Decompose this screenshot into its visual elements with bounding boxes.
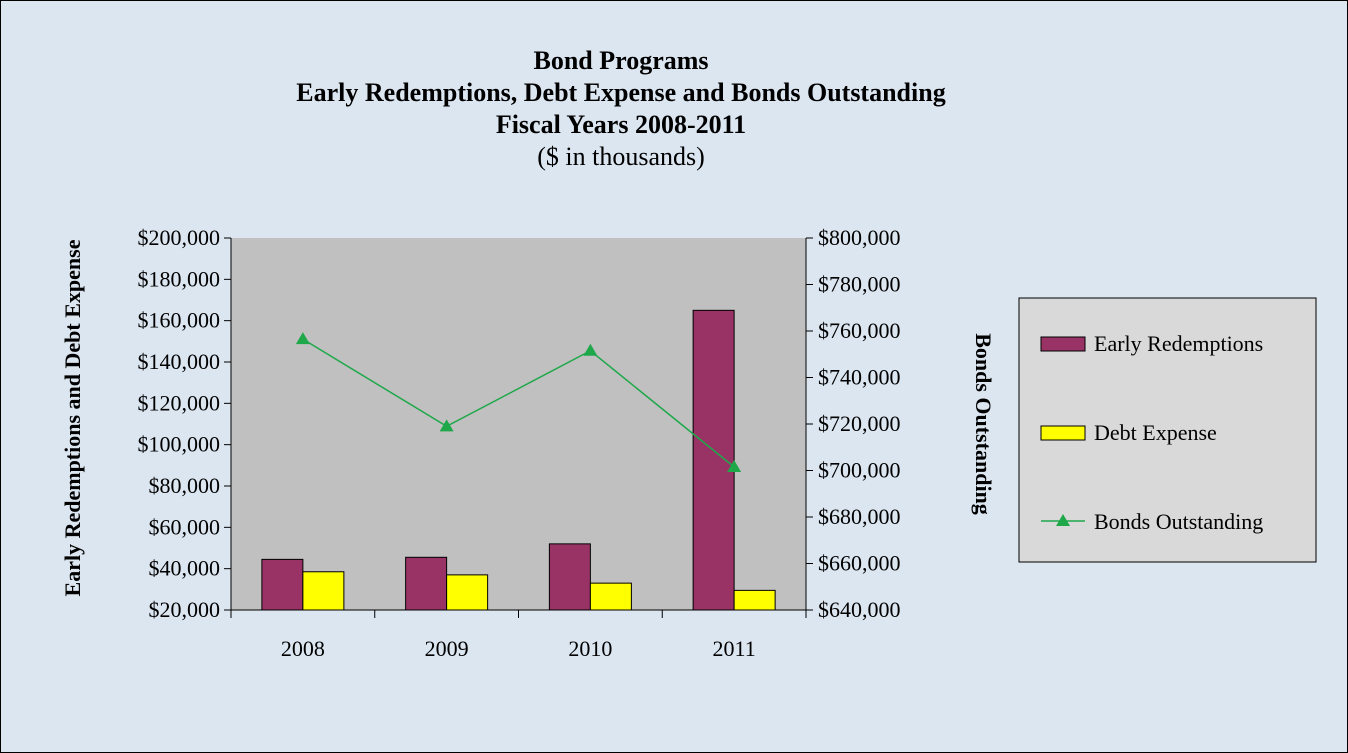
y2-tick-label: $660,000	[818, 551, 901, 576]
bar-debt-expense-2011	[733, 589, 776, 611]
marker-bonds-outstanding-2011	[727, 460, 742, 473]
bar-early-redemptions-2008	[261, 558, 304, 611]
bar-early-redemptions-2010	[548, 543, 591, 611]
bar-debt-expense-2009	[446, 574, 489, 611]
marker-bonds-outstanding-2008	[295, 332, 310, 345]
y2-tick-label: $800,000	[818, 225, 901, 250]
bar-early-redemptions-2009	[405, 556, 448, 611]
chart-title-line-2: Early Redemptions, Debt Expense and Bond…	[296, 78, 946, 107]
legend-label-debt-expense: Debt Expense	[1094, 420, 1217, 445]
chart-subtitle: ($ in thousands)	[537, 142, 705, 171]
y2-tick-label: $640,000	[818, 597, 901, 622]
y-tick-label: $140,000	[138, 349, 221, 374]
legend-swatch-debt-expense	[1040, 425, 1086, 441]
y-tick-label: $120,000	[138, 390, 221, 415]
y-tick-label: $180,000	[138, 266, 221, 291]
x-tick-label-2008: 2008	[281, 636, 325, 661]
y2-tick-label: $680,000	[818, 504, 901, 529]
x-tick-label-2010: 2010	[568, 636, 612, 661]
y2-axis-title: Bonds Outstanding	[971, 333, 996, 515]
y2-tick-label: $760,000	[818, 318, 901, 343]
y2-tick-label: $720,000	[818, 411, 901, 436]
y-tick-label: $40,000	[149, 556, 221, 581]
x-tick-label-2011: 2011	[713, 636, 756, 661]
y-tick-label: $80,000	[149, 473, 221, 498]
legend-label-bonds-outstanding: Bonds Outstanding	[1094, 509, 1263, 534]
marker-bonds-outstanding-2010	[583, 343, 598, 356]
y2-tick-label: $700,000	[818, 458, 901, 483]
marker-bonds-outstanding-2009	[439, 419, 454, 432]
y2-tick-label: $780,000	[818, 272, 901, 297]
legend: Early Redemptions Debt Expense Bonds Out…	[1018, 297, 1317, 563]
y-tick-label: $20,000	[149, 597, 221, 622]
y-tick-label: $60,000	[149, 514, 221, 539]
chart-title-line-3: Fiscal Years 2008-2011	[495, 110, 747, 139]
y2-tick-label: $740,000	[818, 365, 901, 390]
legend-swatch-early-redemptions	[1040, 336, 1086, 352]
bar-debt-expense-2008	[302, 571, 345, 611]
bar-debt-expense-2010	[589, 582, 632, 611]
y-tick-label: $100,000	[138, 432, 221, 457]
y-tick-label: $200,000	[138, 225, 221, 250]
chart-title: Bond Programs	[533, 46, 709, 75]
y-tick-label: $160,000	[138, 308, 221, 333]
legend-label-early-redemptions: Early Redemptions	[1094, 331, 1263, 356]
y-axis-title: Early Redemptions and Debt Expense	[60, 239, 85, 596]
line-bonds-outstanding	[302, 338, 735, 468]
bar-early-redemptions-2011	[692, 309, 735, 611]
legend-marker-bonds-outstanding	[1056, 514, 1070, 526]
x-tick-label-2009: 2009	[425, 636, 469, 661]
chart-title-block: Bond Programs Early Redemptions, Debt Ex…	[1, 45, 1241, 173]
